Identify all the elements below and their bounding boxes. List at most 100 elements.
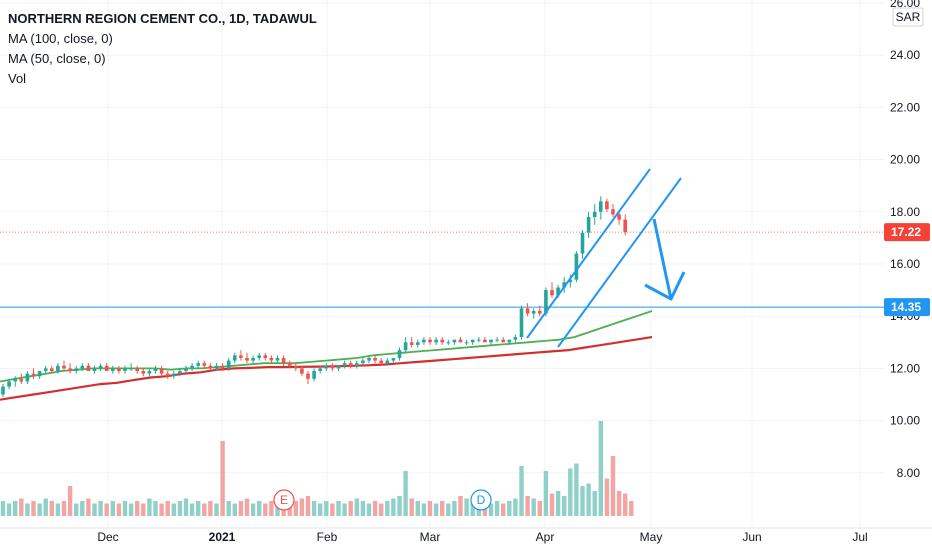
candle-body [592, 211, 597, 218]
volume-bar [202, 503, 207, 516]
support-price-label-bg [884, 298, 930, 317]
candle-body [165, 373, 170, 377]
candle-body [226, 360, 231, 369]
volume-bar [616, 491, 622, 516]
volume-bar [543, 471, 549, 516]
volume-bar [104, 503, 109, 516]
x-tick-label: May [640, 530, 663, 544]
volume-bar [403, 471, 408, 516]
candle-body [196, 363, 200, 366]
event-marker-label: D [477, 493, 486, 507]
volume-bar [244, 498, 250, 516]
candle-body [275, 357, 280, 361]
candle-body [416, 342, 420, 345]
volume-bar [379, 503, 384, 516]
candle-body [135, 368, 139, 372]
x-tick-label: Mar [420, 530, 441, 544]
candle-body [403, 342, 408, 351]
channel-lower-line [557, 177, 682, 348]
candle-body [580, 232, 585, 254]
candle-body [409, 342, 414, 345]
candle-body [7, 381, 11, 387]
volume-bar [208, 501, 213, 516]
x-tick-label: 2021 [209, 530, 236, 544]
indicator-ma50-label[interactable]: MA (50, close, 0) [8, 51, 106, 66]
candle-body [379, 360, 383, 364]
volume-bar [494, 501, 500, 516]
candle-body [287, 363, 292, 366]
indicator-vol-label[interactable]: Vol [8, 71, 27, 86]
candle-body [184, 368, 188, 372]
candle-body [318, 368, 322, 372]
time-axis [0, 528, 932, 550]
candle-body [361, 360, 365, 364]
volume-bar [250, 503, 256, 516]
candle-body [428, 339, 432, 343]
candle-body [574, 253, 579, 280]
candle-body [470, 339, 475, 343]
volume-bar [92, 503, 97, 516]
volume-bar [141, 503, 146, 516]
volume-bar [537, 501, 542, 516]
candle-body [86, 365, 91, 372]
volume-bar [305, 496, 311, 516]
volume-bar [421, 503, 427, 516]
volume-bar [336, 501, 341, 516]
y-tick-label: 24.00 [890, 48, 920, 62]
volume-bar [153, 501, 158, 516]
volume-bar [598, 421, 603, 516]
candle-body [330, 365, 335, 369]
event-marker [470, 489, 492, 511]
volume-bar [19, 498, 24, 516]
volume-bar [220, 441, 225, 516]
price-axis [884, 0, 932, 550]
candle-body [477, 339, 481, 341]
candle-body [178, 371, 182, 374]
candle-body [43, 368, 48, 372]
volume-bar [98, 501, 103, 516]
candle-body [586, 217, 591, 233]
volume-bar [110, 501, 115, 516]
volume-bar [623, 493, 628, 516]
y-tick-label: 16.00 [890, 257, 920, 271]
candle-body [434, 339, 438, 343]
y-tick-label: 10.00 [890, 414, 920, 428]
candle-body [306, 373, 310, 379]
candle-body [544, 290, 548, 314]
symbol-title[interactable]: NORTHERN REGION CEMENT CO., 1D, TADAWUL [8, 11, 317, 26]
volume-bar [452, 501, 457, 516]
volume-bar [391, 498, 396, 516]
candle-body [269, 357, 274, 361]
candle-body [556, 287, 560, 296]
indicator-ma100-label[interactable]: MA (100, close, 0) [8, 31, 113, 46]
volume-bar [470, 501, 475, 516]
y-tick-label: 20.00 [890, 153, 920, 167]
candle-body [104, 365, 109, 372]
ma50-line [0, 310, 653, 383]
volume-bar [311, 501, 317, 516]
candle-body [202, 363, 207, 366]
candle-body [281, 357, 286, 364]
volume-bar [171, 503, 176, 516]
candle-body [501, 339, 505, 343]
volume-bar [196, 501, 201, 516]
volume-bar [269, 501, 274, 516]
candle-body [263, 355, 268, 358]
volume-bar [458, 496, 463, 516]
candle-body [37, 371, 42, 377]
volume-bar [287, 503, 292, 516]
volume-bar [116, 503, 122, 516]
volume-bar [488, 503, 494, 516]
volume-bar [433, 503, 439, 516]
candle-body [68, 368, 72, 372]
last-price-label-bg [884, 223, 930, 242]
candle-body [153, 368, 158, 372]
candle-body [147, 371, 152, 374]
currency-label: SAR [896, 10, 921, 24]
volume-bar [555, 491, 561, 516]
x-tick-label: Feb [317, 530, 338, 544]
volume-bar [574, 463, 579, 516]
candle-body [464, 342, 469, 344]
volume-bar [67, 486, 73, 516]
